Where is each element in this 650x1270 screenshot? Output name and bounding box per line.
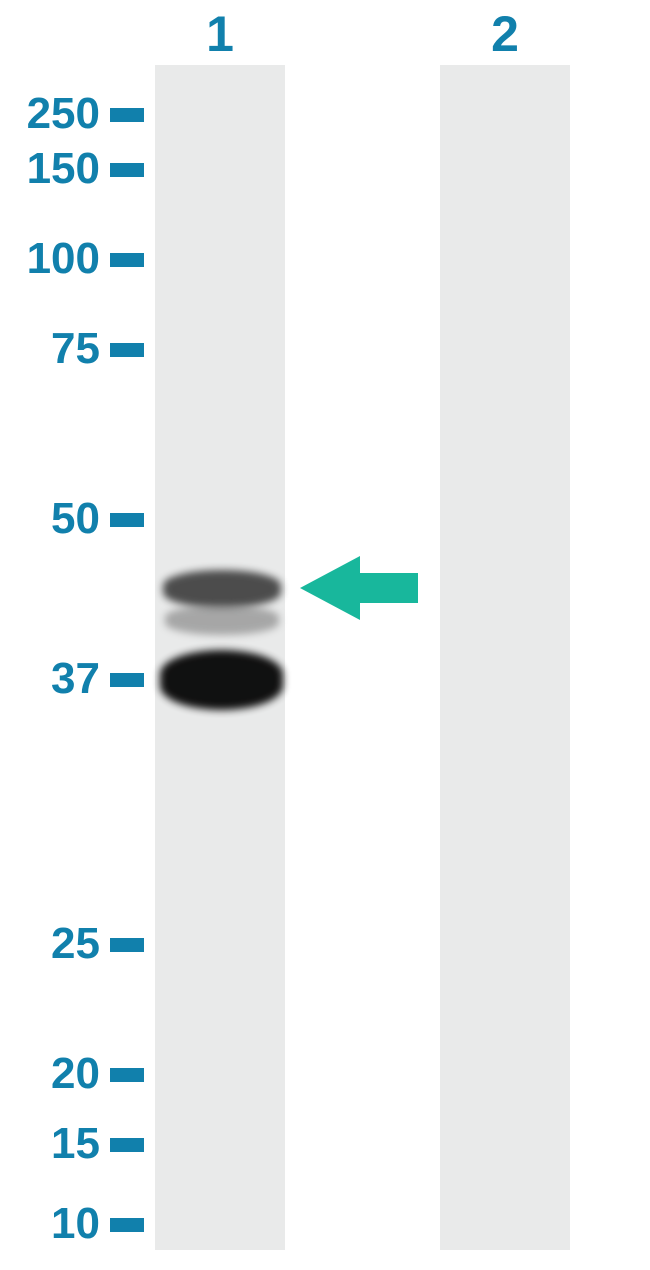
mw-marker-label: 15 <box>51 1119 100 1169</box>
mw-marker-tick <box>110 938 144 952</box>
mw-marker-label: 250 <box>27 89 100 139</box>
mw-marker-tick <box>110 253 144 267</box>
protein-band <box>163 570 281 608</box>
mw-marker-label: 10 <box>51 1199 100 1249</box>
mw-marker-tick <box>110 108 144 122</box>
mw-marker-tick <box>110 163 144 177</box>
mw-marker-label: 50 <box>51 494 100 544</box>
mw-marker-label: 37 <box>51 654 100 704</box>
mw-marker-label: 25 <box>51 919 100 969</box>
mw-marker-tick <box>110 1068 144 1082</box>
arrow-head-icon <box>300 556 360 620</box>
blot-container: 1 2 250150 100 75 50 37 25 20 15 10 <box>0 0 650 1270</box>
protein-band <box>165 605 279 635</box>
mw-marker-tick <box>110 343 144 357</box>
mw-marker-tick <box>110 1138 144 1152</box>
lane-1-header: 1 <box>155 5 285 63</box>
mw-marker-label: 100 <box>27 234 100 284</box>
mw-marker-tick <box>110 1218 144 1232</box>
lane-2 <box>440 65 570 1250</box>
mw-marker-label: 150 <box>27 144 100 194</box>
lane-2-header: 2 <box>440 5 570 63</box>
arrow-shaft <box>360 573 418 603</box>
protein-band <box>160 650 283 710</box>
mw-marker-tick <box>110 673 144 687</box>
indicator-arrow <box>300 556 418 621</box>
mw-marker-tick <box>110 513 144 527</box>
mw-marker-label: 20 <box>51 1049 100 1099</box>
mw-marker-label: 75 <box>51 324 100 374</box>
